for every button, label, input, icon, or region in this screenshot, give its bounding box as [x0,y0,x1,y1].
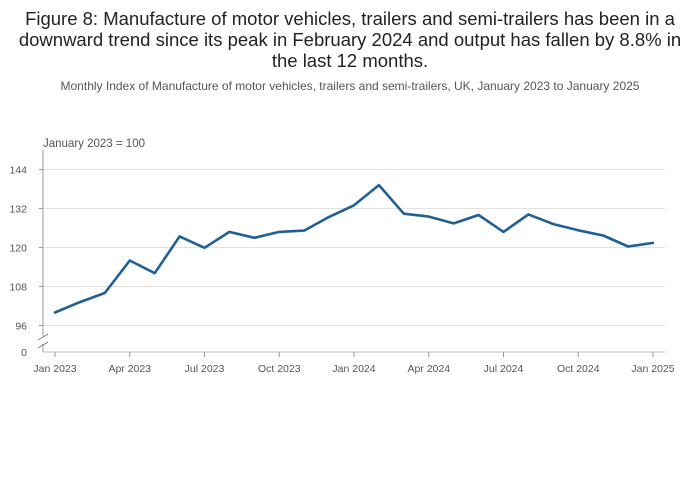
x-tick-label-4: Jan 2024 [332,363,375,375]
series-group [53,183,655,314]
x-tick-label-6: Jul 2024 [484,363,524,375]
data-point-0-5 [178,235,181,238]
data-point-0-21 [577,229,580,232]
y-tick-label-132: 132 [9,204,27,216]
y-tick-label-96: 96 [15,321,27,333]
data-point-0-7 [228,231,231,234]
axes [37,150,665,353]
data-point-0-24 [652,242,655,245]
data-point-0-8 [253,236,256,239]
x-tick-label-8: Jan 2025 [631,363,674,375]
data-point-0-12 [353,204,356,207]
data-point-0-9 [278,231,281,234]
chart-subtitle: Monthly Index of Manufacture of motor ve… [60,79,640,93]
data-point-0-22 [602,234,605,237]
data-point-0-16 [452,222,455,225]
data-point-0-19 [527,213,530,216]
data-point-0-15 [427,215,430,218]
y-tick-label-zero: 0 [21,347,27,359]
x-tick-label-3: Oct 2023 [258,363,301,375]
data-point-0-17 [477,214,480,217]
y-tick-label-120: 120 [9,243,27,255]
data-point-0-23 [627,245,630,248]
index-base-annotation: January 2023 = 100 [43,138,145,150]
y-axis-ticks: 96 108 120 132 144 0 [9,165,43,359]
data-point-0-3 [128,259,131,262]
x-tick-label-0: Jan 2023 [33,363,76,375]
x-axis-ticks: Jan 2023 Apr 2023 Jul 2023 Oct 2023 Jan 2024… [33,352,675,375]
x-tick-label-2: Jul 2023 [185,363,225,375]
data-point-0-20 [552,223,555,226]
data-point-0-6 [203,247,206,250]
y-tick-label-108: 108 [9,282,27,294]
data-point-0-4 [153,272,156,275]
data-point-0-13 [378,184,381,187]
data-point-0-1 [79,301,82,304]
data-point-0-14 [403,212,406,215]
data-point-0-10 [303,229,306,232]
data-point-0-0 [54,311,57,314]
x-tick-label-7: Oct 2024 [557,363,600,375]
chart-title: Figure 8: Manufacture of motor vehicles,… [18,8,682,71]
data-point-0-18 [502,231,505,234]
x-tick-label-1: Apr 2023 [108,363,151,375]
data-point-0-11 [328,216,331,219]
gridlines [43,169,665,326]
x-tick-label-5: Apr 2024 [407,363,450,375]
series-line-0 [53,183,655,314]
data-point-0-2 [104,292,107,295]
y-tick-label-144: 144 [9,165,27,177]
axis-break-mark-lower [37,341,49,349]
axis-break-mark-upper [37,333,49,341]
